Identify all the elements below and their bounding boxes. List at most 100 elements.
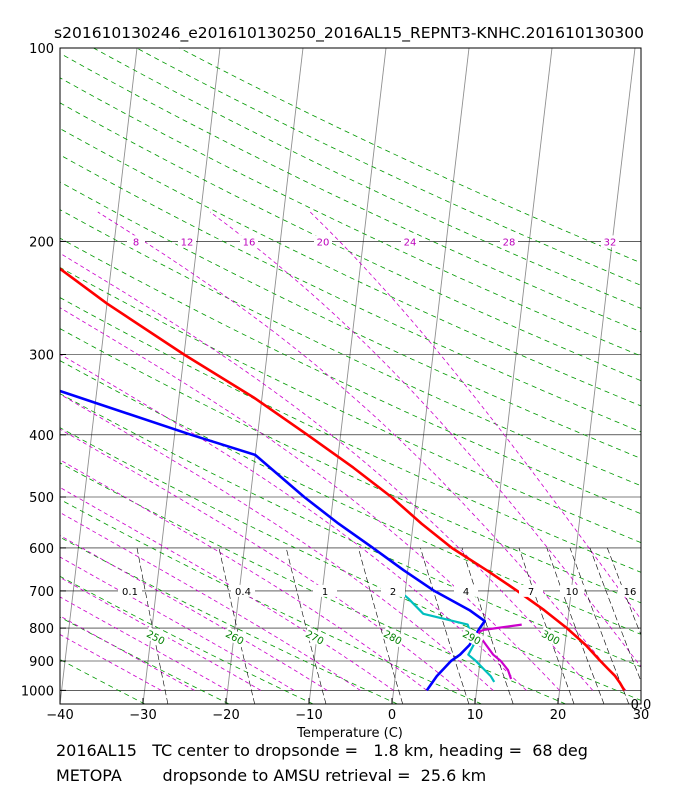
dry-adiabat-label-bg — [538, 626, 564, 648]
dry-adiabat-line — [60, 659, 145, 704]
dry-adiabat-label-bg — [302, 626, 328, 648]
mixing-ratio-label-bg — [454, 584, 478, 597]
mixing-ratio-label-bg — [313, 584, 337, 597]
dry-adiabat-line — [60, 360, 641, 635]
corner-label: 0.0 — [631, 698, 652, 713]
y-tick-label: 900 — [29, 655, 54, 670]
footer-line-1: 2016AL15 TC center to dropsonde = 1.8 km… — [56, 741, 588, 760]
mixing-ratio-line — [569, 547, 630, 704]
dry-adiabat-line — [60, 128, 641, 407]
mixing-ratio-label: 1 — [322, 587, 328, 598]
dry-adiabat-line — [60, 297, 641, 573]
axes: −40 −30 −20 −10 0 10 20 30 100 200 300 400 500 600 700… — [21, 42, 651, 723]
mixing-ratio-label-bg — [381, 584, 405, 597]
dry-adiabat-line — [60, 209, 641, 487]
isotherm-line — [142, 48, 221, 704]
mixing-ratio-line — [607, 547, 641, 636]
mixing-ratio-line — [461, 547, 514, 704]
x-axis-label: Temperature (C) — [296, 726, 403, 741]
moist-adiabat-label-bg — [500, 235, 518, 248]
isotherm-line — [557, 48, 636, 704]
x-tick-label: 0 — [388, 708, 396, 723]
y-tick-label: 600 — [29, 542, 54, 557]
mixing-ratio-line — [589, 547, 641, 682]
dry-adiabat-line — [60, 498, 482, 704]
moist-adiabat-line — [60, 535, 328, 691]
mixing-ratio-label: 0.4 — [235, 587, 251, 598]
x-tick-label: 10 — [467, 708, 484, 723]
moist-adiabat-label: 12 — [181, 237, 194, 248]
y-tick-label: 800 — [29, 622, 54, 637]
moist-adiabat-label-bg — [127, 235, 145, 248]
dry-adiabat-line — [60, 154, 641, 433]
dry-adiabat-label-bg — [459, 626, 485, 648]
moist-adiabat-line — [60, 307, 560, 691]
mixing-ratio-line — [518, 547, 575, 704]
isotherm-line — [0, 48, 54, 704]
footer-line-2: METOPA dropsonde to AMSU retrieval = 25.… — [56, 766, 487, 785]
dry-adiabat-line — [93, 48, 641, 309]
moist-adiabat-line — [60, 353, 527, 691]
y-tick-label: 1000 — [21, 684, 54, 699]
moist-adiabat-line — [60, 512, 361, 691]
isotherm-line — [60, 48, 138, 704]
dry-adiabat-line — [60, 575, 314, 704]
dry-adiabat-line — [60, 462, 566, 704]
dry-adiabat-label-bg — [380, 626, 406, 648]
mixing-ratio-label: 16 — [624, 587, 637, 598]
moist-adiabat-line — [60, 486, 394, 691]
x-tick-label: −40 — [46, 708, 73, 723]
mixing-ratio-label: 4 — [463, 587, 469, 598]
plot-area — [0, 48, 641, 704]
mixing-ratio-label: 7 — [528, 587, 534, 598]
moist-adiabat-line — [60, 634, 162, 691]
moist-adiabat-label: 20 — [317, 237, 330, 248]
y-tick-label: 700 — [29, 585, 54, 600]
moist-adiabat-line — [309, 211, 641, 621]
mixing-ratio-label-bg — [618, 584, 642, 597]
y-tick-label: 100 — [29, 42, 54, 57]
series-second-profile-line — [396, 588, 496, 683]
moist-adiabat-label-bg — [240, 235, 258, 248]
moist-adiabat-line — [60, 252, 594, 691]
moist-adiabat-label-bg — [178, 235, 196, 248]
moist-adiabat-line — [97, 211, 627, 691]
mixing-ratio-line — [218, 547, 255, 704]
moist-adiabat-label-bg — [601, 235, 619, 248]
moist-adiabat-line — [60, 393, 494, 691]
mixing-ratio-line — [546, 547, 605, 704]
x-tick-label: −10 — [295, 708, 322, 723]
moist-adiabat-label: 32 — [604, 237, 617, 248]
dry-adiabat-label-bg — [143, 626, 169, 648]
x-tick-label: −20 — [212, 708, 239, 723]
moist-adiabat-label-bg — [401, 235, 419, 248]
x-tick-label: 30 — [633, 708, 650, 723]
chart-title: s201610130246_e201610130250_2016AL15_REP… — [54, 24, 644, 43]
moist-adiabat-label: 8 — [133, 237, 139, 248]
moist-adiabat-line — [60, 615, 195, 691]
dry-adiabat-line — [60, 102, 641, 382]
series-temperature-line — [60, 267, 626, 692]
y-tick-label: 400 — [29, 429, 54, 444]
dry-adiabat-line — [60, 393, 641, 668]
series-dewpoint-line — [60, 389, 486, 692]
moist-adiabat-label: 24 — [404, 237, 417, 248]
dry-adiabat-line — [179, 48, 641, 264]
moist-adiabat-line — [209, 211, 641, 668]
mixing-ratio-line — [358, 547, 403, 704]
moist-adiabat-line — [60, 596, 228, 691]
moist-adiabat-line — [60, 459, 428, 691]
dry-adiabat-label-bg — [222, 626, 248, 648]
y-tick-label: 200 — [29, 235, 54, 250]
dry-adiabat-line — [60, 328, 641, 604]
moist-adiabat-label-bg — [314, 235, 332, 248]
dry-adiabat-line — [60, 266, 641, 544]
moist-adiabat-line — [60, 556, 295, 691]
moist-adiabat-line — [60, 428, 461, 691]
mixing-ratio-label-bg — [118, 584, 142, 597]
mixing-ratio-label: 10 — [566, 587, 579, 598]
mixing-ratio-label: 0.1 — [122, 587, 138, 598]
dry-adiabat-line — [60, 616, 230, 704]
